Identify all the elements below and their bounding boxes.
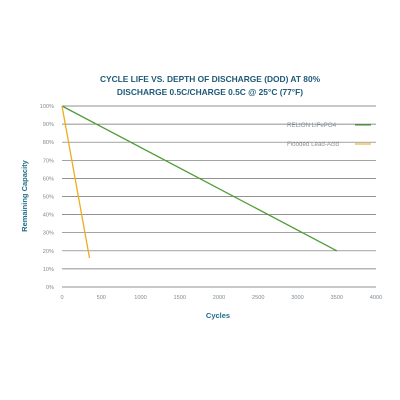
x-tick-label-0: 0 bbox=[60, 295, 63, 301]
legend-label-0: RELION LiFePO4 bbox=[287, 122, 337, 129]
y-tick-label-30: 30% bbox=[43, 231, 54, 237]
chart-title-line-2: DISCHARGE 0.5C/CHARGE 0.5C @ 25°C (77°F) bbox=[117, 87, 303, 97]
y-tick-label-100: 100% bbox=[40, 104, 54, 110]
x-axis-tick-labels: 0 500 1000 1500 2000 2500 3000 3500 4000 bbox=[60, 295, 382, 301]
x-axis-label: Cycles bbox=[206, 311, 230, 320]
x-tick-label-2500: 2500 bbox=[252, 295, 264, 301]
legend-label-1: Flooded Lead-Acid bbox=[287, 141, 339, 148]
x-tick-label-2000: 2000 bbox=[213, 295, 225, 301]
x-tick-label-1500: 1500 bbox=[174, 295, 186, 301]
x-tick-label-4000: 4000 bbox=[370, 295, 382, 301]
y-tick-label-10: 10% bbox=[43, 267, 54, 273]
series-line-0 bbox=[61, 105, 338, 252]
series-line-1 bbox=[61, 105, 91, 259]
y-tick-label-20: 20% bbox=[43, 249, 54, 255]
chart-title-line-1: CYCLE LIFE VS. DEPTH OF DISCHARGE (DOD) … bbox=[100, 74, 321, 84]
y-axis-label: Remaining Capacity bbox=[20, 159, 29, 232]
x-tick-label-1000: 1000 bbox=[134, 295, 146, 301]
legend: RELION LiFePO4 Flooded Lead-Acid bbox=[287, 122, 371, 148]
data-series bbox=[61, 105, 338, 259]
y-tick-label-40: 40% bbox=[43, 213, 54, 219]
y-tick-label-70: 70% bbox=[43, 158, 54, 164]
y-tick-label-90: 90% bbox=[43, 122, 54, 128]
x-tick-label-3500: 3500 bbox=[331, 295, 343, 301]
y-tick-label-0: 0% bbox=[46, 285, 54, 291]
x-tick-label-3000: 3000 bbox=[291, 295, 303, 301]
x-tick-label-500: 500 bbox=[97, 295, 106, 301]
grid-lines bbox=[62, 105, 376, 288]
y-tick-label-80: 80% bbox=[43, 140, 54, 146]
y-tick-label-50: 50% bbox=[43, 195, 54, 201]
y-tick-label-60: 60% bbox=[43, 176, 54, 182]
y-axis-tick-labels: 0% 10% 20% 30% 40% 50% 60% 70% 80% 90% 100% bbox=[40, 104, 54, 291]
